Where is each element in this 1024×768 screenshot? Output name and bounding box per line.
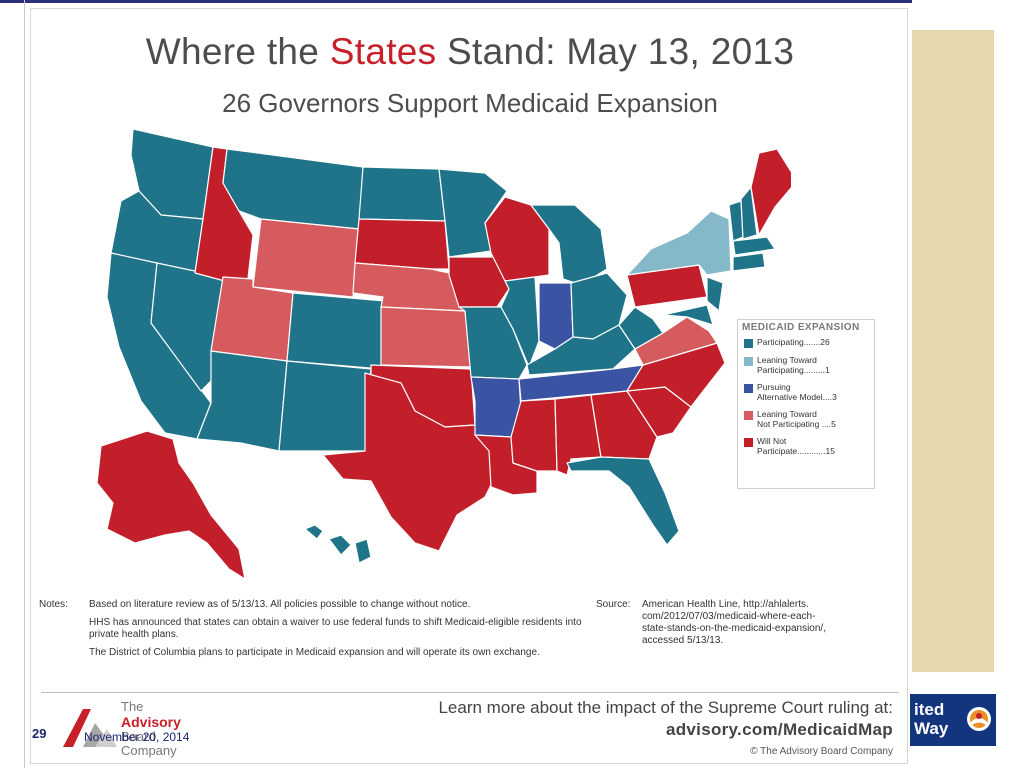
legend-title: MEDICAID EXPANSION [742, 322, 860, 333]
us-medicaid-map [96, 128, 791, 580]
slide-number: 29 [32, 726, 47, 741]
legend-label: Will Not Participate............15 [757, 436, 835, 456]
map-legend: MEDICAID EXPANSION Participating.......2… [737, 319, 875, 489]
state-in [538, 282, 574, 350]
source-label: Source: [596, 599, 631, 610]
footer-divider [41, 692, 899, 693]
legend-swatch [744, 384, 753, 393]
source-text: American Health Line, http://ahlalerts. … [642, 599, 826, 646]
united-way-text: ited Way [914, 700, 949, 738]
state-hi [304, 524, 372, 564]
cta-line: Learn more about the impact of the Supre… [438, 698, 893, 717]
state-wv [618, 306, 664, 350]
brand-line: Advisory [121, 714, 181, 730]
side-panel [912, 30, 994, 672]
state-nm [278, 360, 372, 452]
slide-date: November 20, 2014 [84, 730, 190, 744]
top-rule [0, 0, 912, 3]
state-nc [626, 342, 726, 408]
legend-label: Participating.......26 [757, 337, 830, 347]
note-line: Based on literature review as of 5/13/13… [89, 599, 471, 610]
state-wi [484, 196, 550, 282]
footer-cta: Learn more about the impact of the Supre… [333, 698, 893, 757]
state-wy [252, 218, 360, 298]
legend-swatch [744, 357, 753, 366]
state-me [750, 148, 791, 236]
title-accent: States [329, 31, 437, 72]
infographic-subtitle: 26 Governors Support Medicaid Expansion [222, 88, 718, 118]
state-nd [358, 166, 446, 222]
state-tx [322, 372, 498, 552]
state-co [286, 292, 386, 370]
legend-label: Leaning Toward Participating.........1 [757, 355, 830, 375]
legend-swatch [744, 339, 753, 348]
source-block: Source: American Health Line, http://ahl… [596, 599, 896, 647]
brand-line: The [121, 699, 144, 714]
notes-label: Notes: [39, 599, 68, 610]
state-nh [740, 186, 758, 240]
state-ak [96, 430, 246, 580]
cta-url-link[interactable]: advisory.com/MedicaidMap [665, 720, 893, 739]
state-il [500, 276, 540, 368]
legend-item-leaning-toward-not-participating: Leaning Toward Not Participating ....5 [744, 409, 868, 429]
state-mt [222, 148, 364, 230]
note-line: The District of Columbia plans to partic… [89, 647, 540, 658]
state-nj [706, 276, 724, 312]
advisory-board-mark-icon [63, 709, 117, 747]
state-ks [380, 306, 472, 368]
infographic-card: Where the States Stand: May 13, 2013 26 … [30, 8, 908, 764]
state-fl [566, 456, 680, 546]
state-ct [732, 252, 766, 272]
state-az [196, 350, 288, 452]
infographic-title: Where the States Stand: May 13, 2013 [145, 31, 795, 72]
state-md [662, 304, 714, 326]
copyright-text: © The Advisory Board Company [750, 746, 893, 757]
legend-swatch [744, 438, 753, 447]
united-way-logo: ited Way [910, 694, 996, 746]
legend-item-will-not-participate: Will Not Participate............15 [744, 436, 868, 456]
legend-item-participating: Participating.......26 [744, 337, 868, 348]
legend-label: Leaning Toward Not Participating ....5 [757, 409, 836, 429]
brand-line: Company [121, 743, 177, 758]
brand-line: Board [121, 729, 156, 744]
state-ma [732, 236, 776, 256]
united-way-emblem-icon [967, 707, 991, 731]
legend-swatch [744, 411, 753, 420]
state-ga [590, 390, 658, 460]
legend-item-leaning-toward-participating: Leaning Toward Participating.........1 [744, 355, 868, 375]
notes-block: Notes: Based on literature review as of … [39, 599, 599, 665]
state-sd [354, 218, 450, 270]
state-ny [626, 210, 732, 276]
legend-label: Pursuing Alternative Model....3 [757, 382, 837, 402]
advisory-board-logo: The Advisory Board Company [61, 699, 211, 759]
left-rule [24, 0, 25, 768]
note-line: HHS has announced that states can obtain… [89, 617, 582, 640]
legend-item-pursuing-alternative-model: Pursuing Alternative Model....3 [744, 382, 868, 402]
